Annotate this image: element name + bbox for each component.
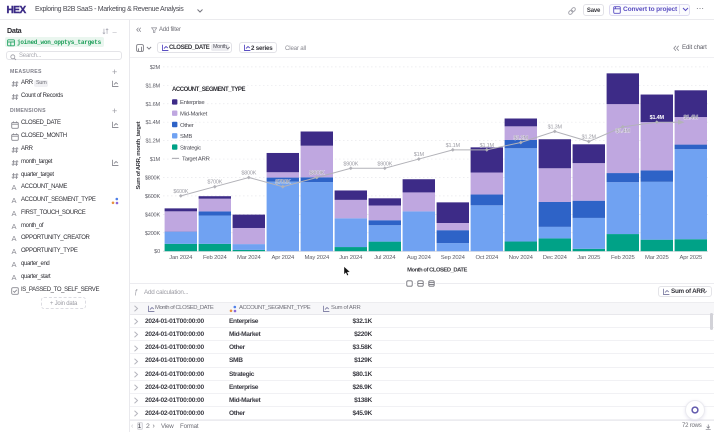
svg-text:$1.3M: $1.3M — [548, 124, 563, 130]
svg-text:$1.2M: $1.2M — [145, 139, 160, 145]
svg-text:$1.4M: $1.4M — [616, 129, 631, 135]
svg-text:$1.4M: $1.4M — [145, 120, 160, 126]
svg-text:$1M: $1M — [150, 157, 161, 163]
svg-text:$600K: $600K — [173, 189, 188, 195]
svg-text:Nov 2024: Nov 2024 — [509, 255, 534, 261]
svg-text:Dec 2024: Dec 2024 — [543, 255, 568, 261]
svg-text:$200K: $200K — [145, 231, 161, 237]
svg-text:$1.1M: $1.1M — [446, 143, 461, 149]
svg-text:Mid-Market: Mid-Market — [180, 112, 208, 118]
svg-text:Feb 2025: Feb 2025 — [611, 255, 636, 261]
svg-text:Sum of ARR, month_target: Sum of ARR, month_target — [136, 121, 142, 189]
svg-text:Strategic: Strategic — [180, 145, 201, 151]
svg-text:$1.1M: $1.1M — [480, 143, 495, 149]
svg-text:$1.4M: $1.4M — [684, 115, 699, 121]
svg-text:$1.4M: $1.4M — [650, 115, 665, 121]
svg-text:Sep 2024: Sep 2024 — [441, 255, 466, 261]
svg-text:$0: $0 — [154, 249, 160, 255]
svg-text:$900K: $900K — [377, 161, 392, 167]
svg-text:$400K: $400K — [145, 212, 161, 218]
svg-text:SMB: SMB — [180, 134, 192, 140]
svg-text:Apr 2025: Apr 2025 — [679, 255, 703, 261]
svg-text:$1.2M: $1.2M — [582, 135, 597, 141]
svg-text:$1.6M: $1.6M — [145, 102, 160, 108]
svg-text:$800K: $800K — [145, 175, 161, 181]
svg-text:Oct 2024: Oct 2024 — [475, 255, 499, 261]
svg-text:Jan 2025: Jan 2025 — [577, 255, 601, 261]
svg-text:$800K: $800K — [309, 170, 324, 176]
svg-text:Target ARR: Target ARR — [182, 157, 210, 163]
svg-text:Mar 2024: Mar 2024 — [237, 255, 262, 261]
svg-text:Aug 2024: Aug 2024 — [407, 255, 432, 261]
svg-text:ACCOUNT_SEGMENT_TYPE: ACCOUNT_SEGMENT_TYPE — [172, 87, 245, 93]
svg-text:$1.2M: $1.2M — [514, 135, 529, 141]
svg-text:Jan 2024: Jan 2024 — [169, 255, 193, 261]
svg-text:Enterprise: Enterprise — [180, 100, 205, 106]
svg-text:Jul 2024: Jul 2024 — [374, 255, 396, 261]
svg-text:$700K: $700K — [207, 180, 222, 186]
svg-text:$1.8M: $1.8M — [145, 83, 160, 89]
svg-text:May 2024: May 2024 — [304, 255, 330, 261]
svg-text:Month of CLOSED_DATE: Month of CLOSED_DATE — [407, 268, 467, 274]
svg-text:$700K: $700K — [275, 180, 290, 186]
svg-text:$1M: $1M — [414, 152, 425, 158]
svg-text:Other: Other — [180, 123, 194, 129]
svg-text:Apr 2024: Apr 2024 — [271, 255, 295, 261]
svg-text:$800K: $800K — [241, 170, 256, 176]
svg-text:Jun 2024: Jun 2024 — [339, 255, 363, 261]
svg-text:Feb 2024: Feb 2024 — [203, 255, 228, 261]
svg-text:Mar 2025: Mar 2025 — [645, 255, 670, 261]
svg-text:$600K: $600K — [145, 194, 161, 200]
svg-text:$900K: $900K — [343, 161, 358, 167]
svg-text:$2M: $2M — [150, 65, 161, 71]
